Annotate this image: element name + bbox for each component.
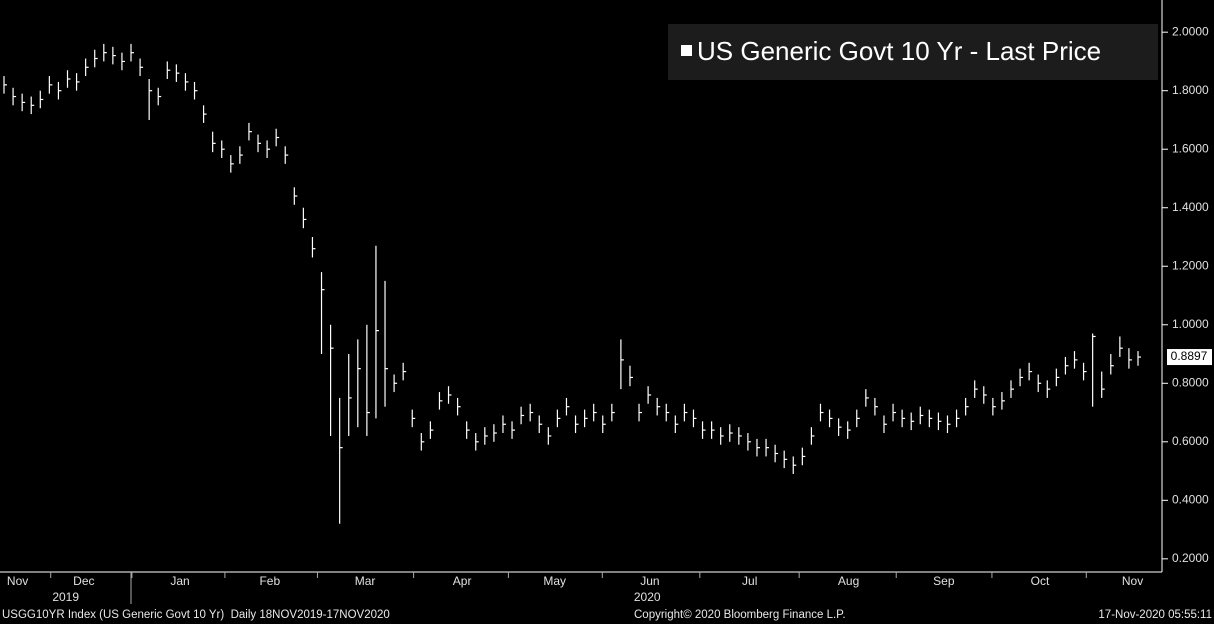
footer-center: Copyright© 2020 Bloomberg Finance L.P. — [634, 609, 846, 621]
legend-box — [668, 24, 1158, 80]
y-tick-label: 0.2000 — [1172, 551, 1209, 565]
x-tick-label: Sep — [933, 574, 955, 588]
x-tick-label: Dec — [73, 574, 94, 588]
y-tick-label: 2.0000 — [1172, 24, 1209, 38]
x-tick-label: Oct — [1031, 574, 1050, 588]
x-tick-label: Nov — [7, 574, 28, 588]
x-tick-label: Jun — [640, 574, 659, 588]
x-tick-label: Nov — [1122, 574, 1143, 588]
y-tick-label: 0.6000 — [1172, 434, 1209, 448]
last-price-tag — [1167, 349, 1212, 366]
y-tick-label: 1.0000 — [1172, 317, 1209, 331]
footer-right: 17-Nov-2020 05:55:11 — [1098, 609, 1212, 621]
year-label: 2020 — [634, 590, 661, 604]
y-tick-label: 1.8000 — [1172, 83, 1209, 97]
legend-swatch — [681, 45, 692, 56]
legend-label: US Generic Govt 10 Yr - Last Price — [697, 36, 1101, 66]
x-tick-label: Feb — [259, 574, 280, 588]
x-tick-label: Apr — [453, 574, 472, 588]
y-tick-label: 1.6000 — [1172, 141, 1209, 155]
footer-left: USGG10YR Index (US Generic Govt 10 Yr) D… — [2, 609, 390, 621]
last-price-label: 0.8897 — [1171, 349, 1208, 363]
y-tick-label: 0.4000 — [1172, 492, 1209, 506]
x-tick-label: Jul — [742, 574, 757, 588]
year-label: 2019 — [52, 590, 79, 604]
x-tick-label: May — [543, 574, 566, 588]
x-tick-label: Jan — [170, 574, 189, 588]
y-tick-label: 0.8000 — [1172, 375, 1209, 389]
x-tick-label: Mar — [355, 574, 376, 588]
x-tick-label: Aug — [838, 574, 859, 588]
y-tick-label: 1.4000 — [1172, 200, 1209, 214]
y-tick-label: 1.2000 — [1172, 258, 1209, 272]
